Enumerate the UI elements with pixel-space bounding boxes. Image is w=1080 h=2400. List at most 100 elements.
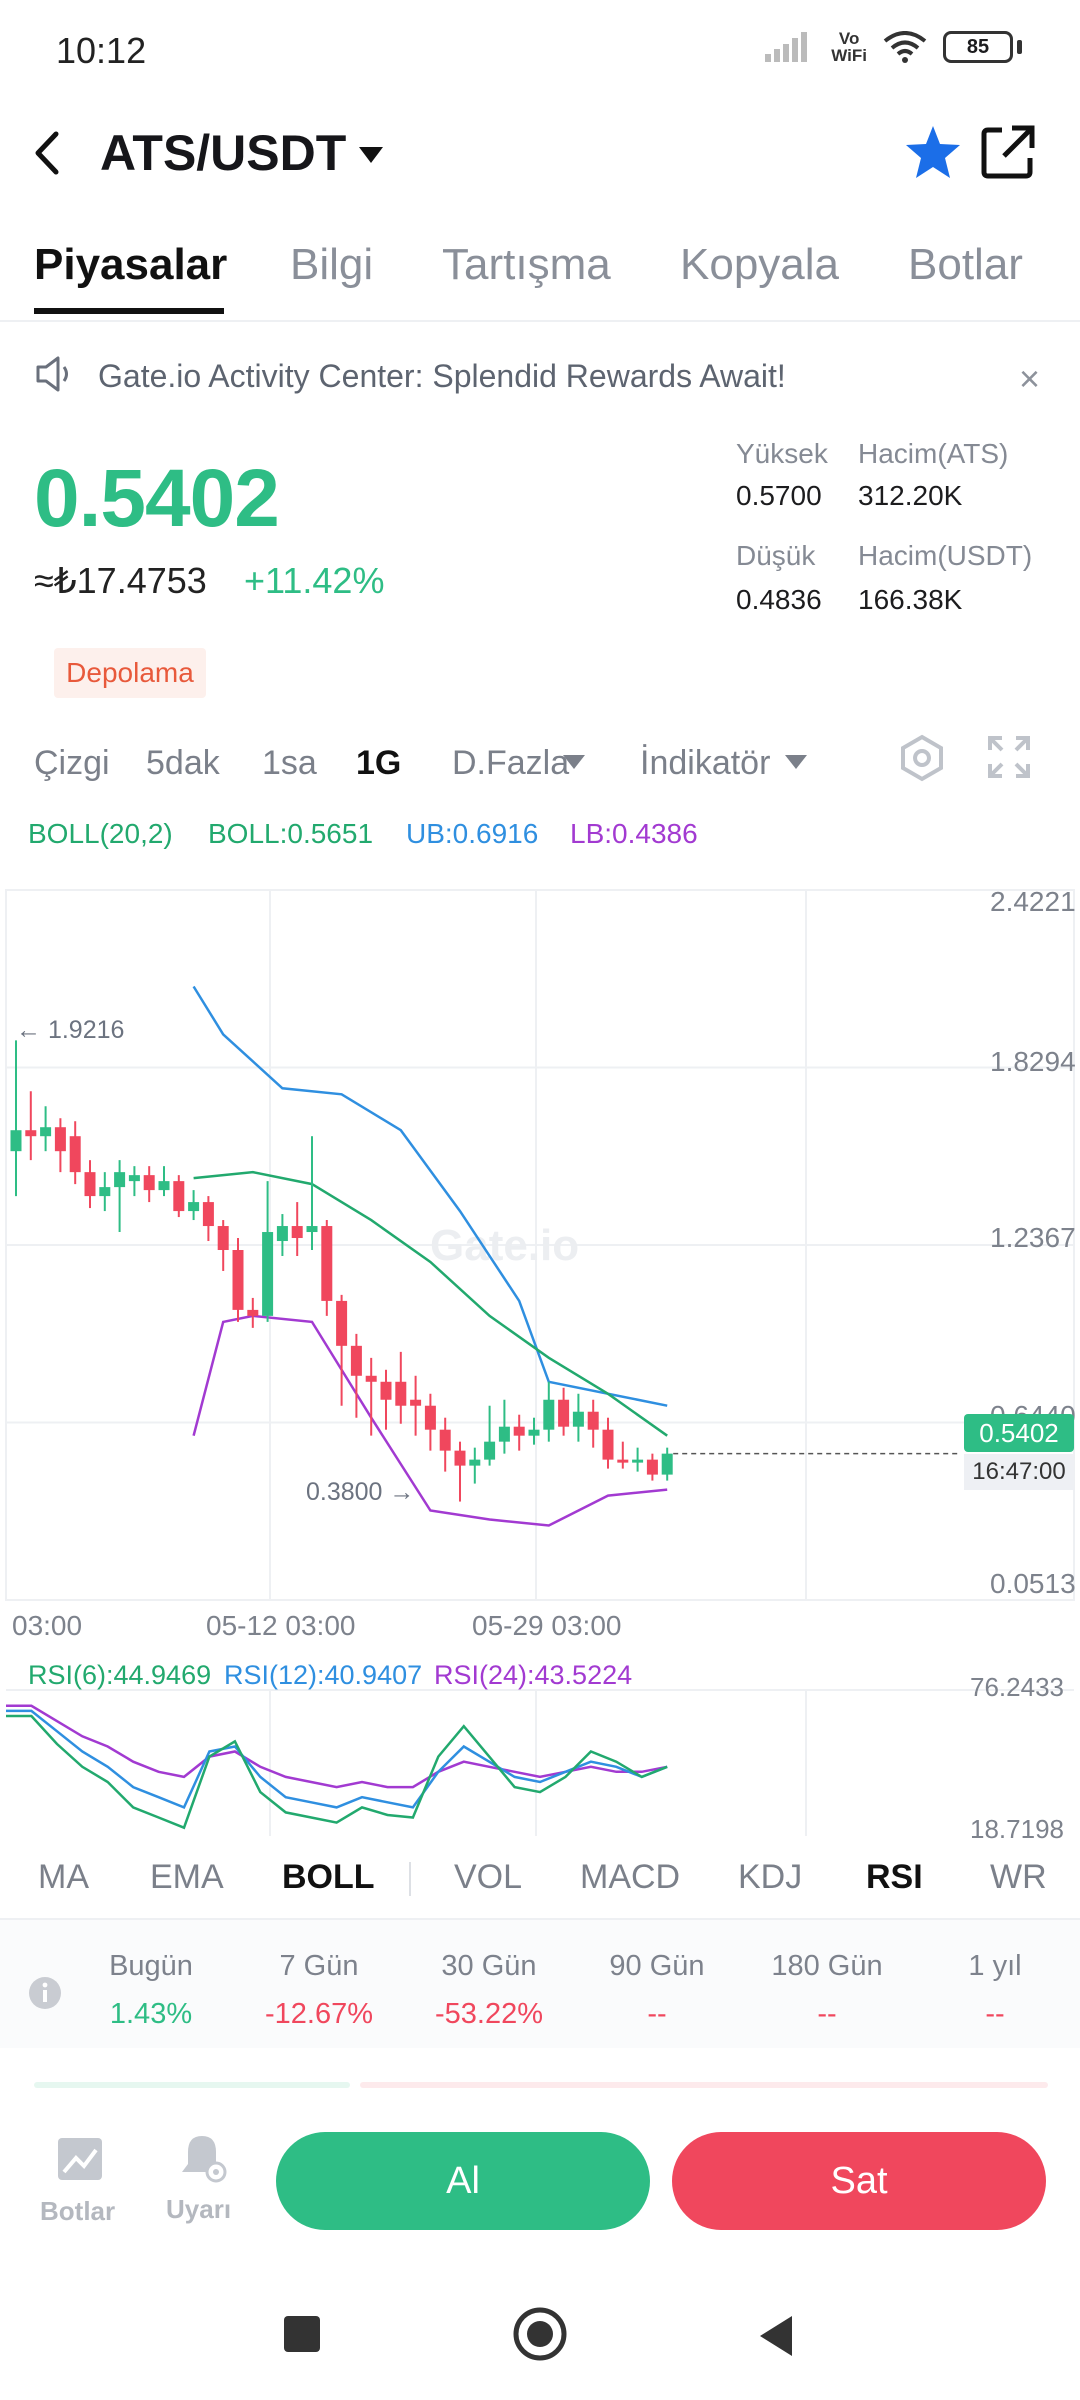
- boll-mid-line: [193, 1170, 668, 1437]
- last-price: 0.5402: [34, 453, 280, 544]
- timeframe-1d[interactable]: 1G: [356, 744, 402, 782]
- rsi6-label: RSI(6):44.9469: [28, 1660, 212, 1690]
- y-tick: 1.2367: [990, 1222, 1076, 1253]
- alert-bell-icon[interactable]: [176, 2132, 230, 2186]
- candle: [395, 1351, 407, 1424]
- timeframe-line[interactable]: Çizgi: [34, 744, 110, 782]
- chart-grid: [5, 889, 1075, 1836]
- candle-body: [84, 1172, 96, 1197]
- candle-body: [617, 1459, 629, 1463]
- candle-body: [232, 1250, 244, 1310]
- pair-selector[interactable]: ATS/USDT: [100, 125, 347, 181]
- close-icon[interactable]: ×: [1018, 358, 1040, 399]
- sell-button[interactable]: Sat: [672, 2132, 1046, 2230]
- candle-body: [454, 1450, 466, 1466]
- notice-text[interactable]: Gate.io Activity Center: Splendid Reward…: [98, 358, 786, 394]
- candle-body: [306, 1226, 318, 1233]
- boll-params: BOLL(20,2): [28, 818, 173, 849]
- candle: [10, 1040, 22, 1197]
- candle-body: [543, 1399, 555, 1430]
- indicator-ma[interactable]: MA: [38, 1858, 89, 1896]
- rsi12-label: RSI(12):40.9407: [224, 1660, 423, 1690]
- bots-icon[interactable]: [56, 2134, 108, 2186]
- fullscreen-icon[interactable]: [986, 734, 1032, 780]
- battery-tip: [1017, 40, 1022, 54]
- active-tab-indicator: [34, 308, 224, 314]
- indicator-kdj[interactable]: KDJ: [738, 1858, 803, 1896]
- perf-label-180d: 180 Gün: [771, 1950, 883, 1982]
- indicator-vol[interactable]: VOL: [454, 1858, 523, 1896]
- candle-body: [40, 1127, 52, 1137]
- candle-body: [513, 1426, 525, 1436]
- boll-lower: LB:0.4386: [570, 818, 698, 849]
- candle-body: [321, 1226, 333, 1301]
- candle: [617, 1441, 629, 1469]
- candlestick-chart[interactable]: Gate.io: [0, 880, 1080, 1840]
- buy-button[interactable]: Al: [276, 2132, 650, 2230]
- high-label: Yüksek: [736, 438, 828, 469]
- candle: [40, 1106, 52, 1152]
- candle-body: [661, 1453, 673, 1475]
- candle-body: [173, 1181, 185, 1212]
- x-tick: 03:00: [12, 1610, 83, 1641]
- candle-body: [202, 1202, 214, 1227]
- chart-settings-icon[interactable]: [898, 734, 946, 782]
- candle-body: [143, 1175, 155, 1191]
- alerts-label[interactable]: Uyarı: [166, 2194, 232, 2224]
- back-icon[interactable]: [28, 128, 68, 178]
- candle-body: [424, 1405, 436, 1430]
- more-timeframes[interactable]: D.Fazla: [452, 744, 570, 782]
- timeframe-5m[interactable]: 5dak: [146, 744, 220, 782]
- candle: [247, 1297, 259, 1328]
- indicator-macd[interactable]: MACD: [580, 1858, 681, 1896]
- caret-down-icon[interactable]: [562, 754, 586, 770]
- indicator-menu[interactable]: İndikatör: [640, 744, 771, 782]
- favorite-star-icon[interactable]: [904, 124, 962, 180]
- candle-body: [572, 1411, 584, 1427]
- indicator-ema[interactable]: EMA: [150, 1858, 224, 1896]
- indicator-boll[interactable]: BOLL: [282, 1858, 375, 1896]
- rsi24-label: RSI(24):43.5224: [434, 1660, 633, 1690]
- tab-discussion[interactable]: Tartışma: [442, 240, 611, 289]
- candle: [158, 1166, 170, 1197]
- candle: [587, 1399, 599, 1448]
- plot-frame: [5, 889, 1075, 1601]
- candle-body: [484, 1441, 496, 1460]
- perf-label-1y: 1 yıl: [968, 1950, 1022, 1982]
- tab-copy[interactable]: Kopyala: [680, 240, 840, 289]
- candle-body: [247, 1309, 259, 1316]
- candle: [498, 1399, 510, 1454]
- home-icon[interactable]: [512, 2306, 568, 2362]
- candle-body: [54, 1127, 66, 1152]
- battery-icon: 85: [943, 31, 1013, 63]
- timeframe-1h[interactable]: 1sa: [262, 744, 317, 782]
- recent-apps-icon[interactable]: [282, 2314, 322, 2354]
- boll-upper-line: [192, 985, 668, 1407]
- candle: [188, 1190, 200, 1221]
- candle-body: [69, 1136, 81, 1173]
- caret-down-icon[interactable]: [784, 754, 808, 770]
- storage-badge[interactable]: Depolama: [54, 648, 206, 698]
- info-icon[interactable]: [28, 1976, 62, 2010]
- candle: [217, 1220, 229, 1271]
- tab-info[interactable]: Bilgi: [290, 240, 374, 289]
- wifi-icon: [883, 31, 927, 63]
- candle: [321, 1220, 333, 1316]
- indicator-rsi[interactable]: RSI: [866, 1858, 923, 1896]
- caret-down-icon[interactable]: [358, 146, 384, 164]
- candle-body: [602, 1429, 614, 1460]
- low-value: 0.4836: [736, 584, 822, 615]
- perf-label-today: Bugün: [109, 1950, 193, 1982]
- indicator-wr[interactable]: WR: [990, 1858, 1047, 1896]
- perf-value-90d: --: [647, 1998, 667, 2030]
- tab-bots[interactable]: Botlar: [908, 240, 1023, 289]
- share-icon[interactable]: [980, 124, 1036, 180]
- candle-body: [336, 1300, 348, 1346]
- bots-label[interactable]: Botlar: [40, 2196, 116, 2226]
- candle: [306, 1136, 318, 1251]
- candle-body: [380, 1381, 392, 1400]
- back-nav-icon[interactable]: [756, 2314, 796, 2358]
- candle: [84, 1160, 96, 1209]
- tab-markets[interactable]: Piyasalar: [34, 240, 228, 289]
- candle: [513, 1414, 525, 1451]
